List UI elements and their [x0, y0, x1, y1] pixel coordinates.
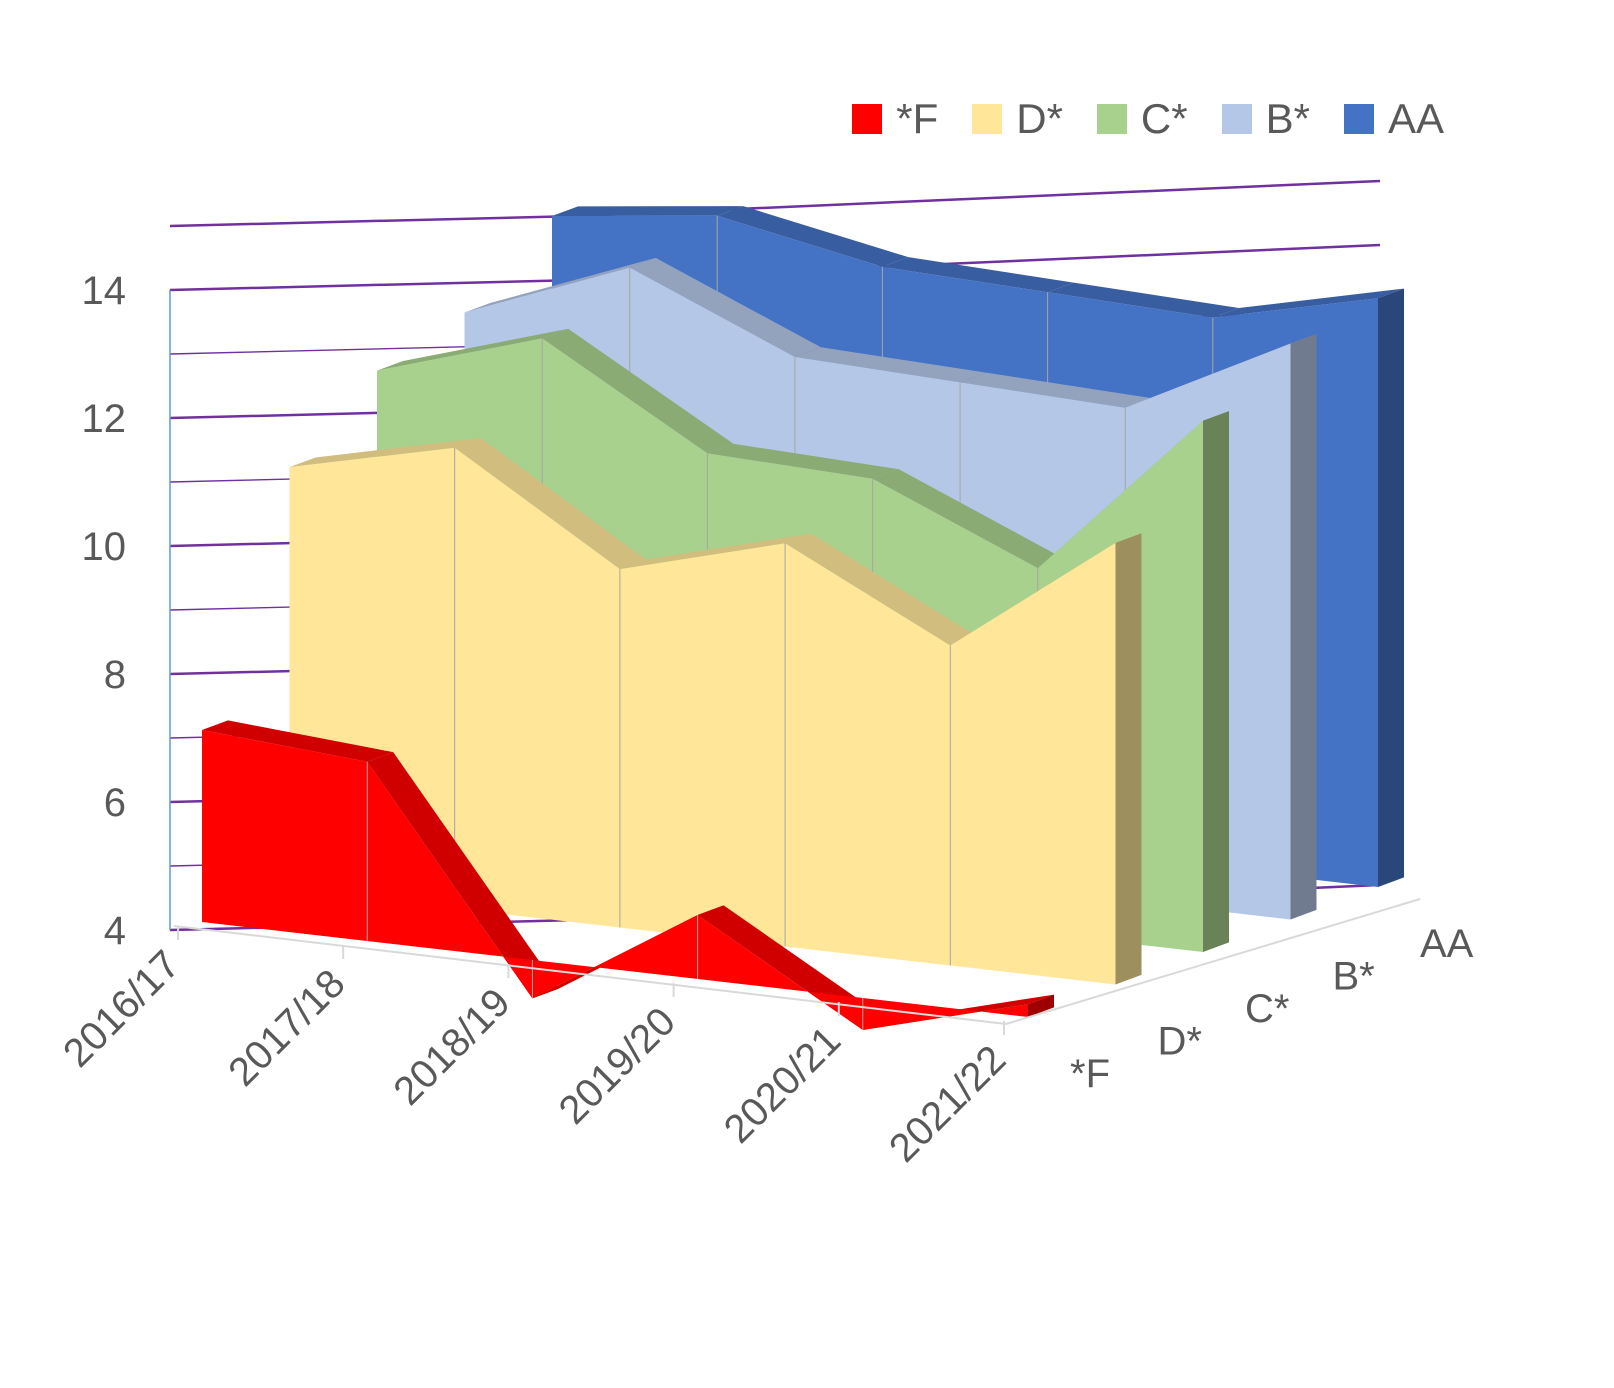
y-tick-label: 10 [82, 525, 127, 569]
gridline-left-wall [169, 278, 579, 292]
area-side-B* [1290, 333, 1317, 920]
x-tick-label: 2018/19 [385, 980, 518, 1113]
depth-tick-label: B* [1333, 955, 1375, 999]
legend-swatch-b [1221, 104, 1252, 134]
x-tick-label: 2017/18 [220, 961, 353, 1094]
x-axis-line [173, 925, 1007, 1025]
x-tick-label: 2021/22 [881, 1037, 1014, 1170]
legend-item-f[interactable]: *F [852, 95, 938, 143]
y-tick-label: 14 [82, 269, 127, 313]
wall-top-left [169, 214, 579, 228]
area-top-B* [794, 347, 987, 383]
area-top-C* [872, 469, 1064, 569]
legend-swatch-d [972, 104, 1003, 134]
x-tick-label: 2016/17 [55, 942, 188, 1075]
area-top-C* [707, 443, 899, 479]
depth-tick-label: C* [1245, 987, 1289, 1031]
area-top-AA [882, 257, 1074, 293]
legend-swatch-c [1096, 104, 1127, 134]
area-top-B* [960, 372, 1152, 408]
depth-tick-label: D* [1158, 1020, 1202, 1064]
legend-label-f: *F [896, 95, 939, 142]
area-side-AA [1378, 288, 1404, 888]
area-top-D* [454, 438, 646, 570]
area-top-B* [464, 257, 656, 313]
legend-item-b[interactable]: B* [1221, 95, 1310, 143]
area-top-B* [629, 257, 821, 357]
legend-label-aa: AA [1387, 95, 1444, 142]
depth-tick-label: AA [1420, 922, 1474, 966]
y-tick-label: 8 [104, 653, 126, 697]
legend-label-b: B* [1265, 95, 1310, 142]
legend-label-c: C* [1140, 95, 1188, 142]
area-top-C* [377, 328, 569, 371]
area-side-*F [1028, 994, 1054, 1017]
x-tick-label: 2020/21 [716, 1018, 849, 1151]
area-top-*F [367, 752, 559, 999]
area-series-D* [289, 447, 1116, 985]
area-side-C* [1203, 411, 1229, 952]
area-top-*F [202, 720, 394, 762]
area-top-AA [552, 206, 744, 216]
x-tick-label: 2019/20 [551, 999, 684, 1132]
depth-tick-label: *F [1070, 1052, 1110, 1096]
legend-swatch-aa [1343, 104, 1374, 134]
area-top-D* [785, 533, 977, 646]
area-top-D* [289, 438, 481, 468]
legend-item-aa[interactable]: AA [1343, 95, 1444, 143]
y-tick-label: 6 [104, 781, 126, 825]
y-tick-label: 12 [82, 397, 127, 441]
legend-swatch-f [852, 104, 883, 134]
area-top-AA [1212, 288, 1404, 318]
depth-axis-line [1005, 898, 1421, 1025]
y-tick-label: 4 [104, 909, 126, 953]
legend-item-c[interactable]: C* [1096, 95, 1188, 143]
area-top-AA [717, 206, 909, 267]
area-top-C* [542, 328, 734, 454]
area-top-D* [619, 533, 812, 570]
legend-label-d: D* [1016, 95, 1063, 142]
area-top-AA [1047, 282, 1239, 318]
legend-item-d[interactable]: D* [972, 95, 1063, 143]
legend: *F D* C* B* AA [852, 95, 1444, 143]
area-side-D* [1115, 533, 1142, 985]
